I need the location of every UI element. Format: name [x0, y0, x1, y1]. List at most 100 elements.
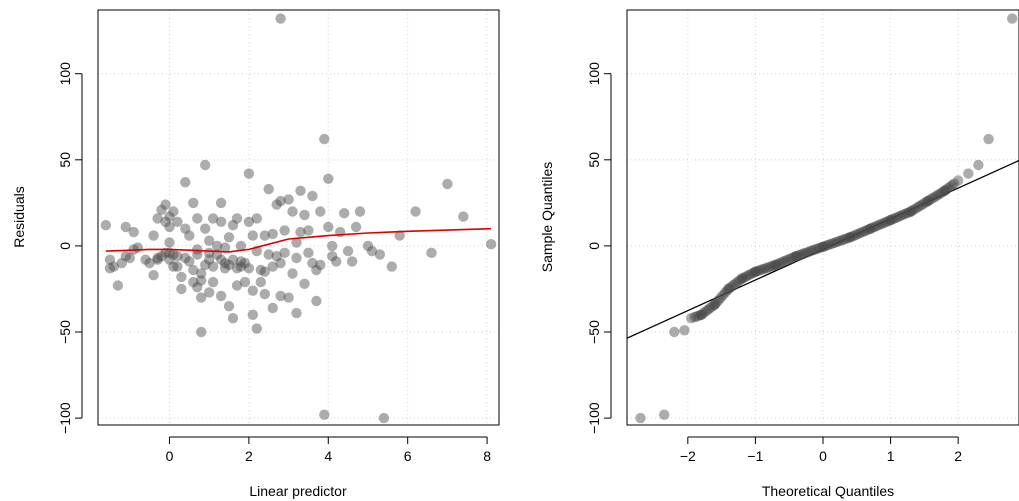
left-y-axis-title: Residuals: [11, 186, 27, 247]
qq-point: [901, 208, 912, 219]
residual-point: [243, 263, 255, 274]
qq-point: [832, 236, 843, 247]
qq-point: [946, 180, 958, 191]
qq-point: [691, 311, 702, 322]
qq-point: [717, 290, 728, 301]
residual-point: [378, 412, 390, 424]
qq-point: [858, 226, 869, 237]
residual-point: [259, 266, 270, 277]
right-y-tick-label: −100: [586, 402, 602, 434]
residual-point: [283, 292, 294, 303]
residual-point: [184, 230, 195, 241]
qq-point: [838, 234, 849, 245]
residual-point: [172, 251, 183, 262]
qq-point: [814, 242, 826, 253]
residual-point: [275, 13, 286, 24]
qq-point: [715, 292, 726, 304]
qq-point: [749, 266, 761, 278]
residual-point: [485, 239, 497, 250]
residual-point: [164, 237, 175, 248]
qq-point: [799, 247, 811, 259]
residual-point: [275, 257, 286, 269]
qq-point: [916, 199, 927, 211]
residual-point: [219, 242, 231, 253]
residual-point: [227, 254, 239, 265]
right-grid: [627, 10, 1019, 425]
residual-point: [307, 190, 318, 202]
qq-point: [773, 258, 785, 269]
residual-point: [271, 199, 282, 210]
qq-point: [732, 276, 743, 287]
qq-point: [756, 264, 767, 275]
qq-point: [925, 194, 936, 205]
qq-point: [808, 244, 819, 256]
qq-point: [931, 190, 942, 201]
residual-point: [239, 257, 251, 269]
residual-point: [319, 409, 330, 420]
qq-point: [709, 299, 721, 310]
right-x-tick-label: 0: [819, 448, 827, 464]
residual-point: [291, 252, 302, 264]
qq-point: [868, 221, 880, 233]
qq-point: [927, 193, 938, 204]
left-y-tick-label: 100: [57, 62, 73, 86]
residual-point: [192, 282, 203, 293]
qq-point: [711, 297, 722, 309]
right-x-tick-label: −1: [747, 448, 763, 464]
qq-point: [747, 267, 759, 279]
residual-point: [231, 263, 243, 274]
residual-point: [235, 256, 247, 267]
qq-point: [866, 222, 878, 234]
qq-point: [864, 223, 875, 235]
residual-point: [164, 221, 175, 233]
residual-point: [251, 213, 262, 224]
left-y-tick-label: −50: [57, 320, 73, 344]
qq-point: [827, 238, 839, 249]
residual-point: [108, 261, 120, 272]
residuals-vs-fitted-panel: 0 2 4 6 8 −100 −50 0 50 100 Linear predictor Resi…: [11, 9, 500, 499]
residual-point: [215, 197, 227, 209]
qq-point: [983, 133, 994, 145]
residual-point: [275, 195, 286, 207]
residual-point: [112, 280, 124, 291]
residual-point: [255, 276, 266, 288]
left-plot-frame: [97, 9, 500, 426]
residual-point: [160, 199, 171, 210]
residual-point: [152, 252, 163, 264]
residual-point: [180, 177, 191, 188]
residual-point: [120, 221, 131, 233]
qq-point: [780, 255, 791, 266]
residual-point: [196, 292, 207, 303]
residual-point: [188, 197, 199, 209]
qq-point: [886, 214, 897, 225]
right-axes: −2 −1 0 1 2 −100 −50 0 50 100: [586, 62, 962, 464]
qq-point: [834, 235, 845, 247]
qq-point: [741, 271, 752, 282]
qq-point: [877, 218, 888, 229]
qq-point: [851, 229, 862, 240]
qq-point: [708, 299, 720, 311]
qq-point: [713, 295, 724, 306]
right-x-tick-label: −2: [680, 448, 696, 464]
qq-point: [795, 249, 806, 260]
residual-point: [156, 251, 167, 262]
qq-point: [860, 225, 871, 236]
residual-point: [192, 244, 203, 255]
left-y-tick-label: −100: [57, 402, 73, 434]
qq-point: [754, 265, 765, 276]
qq-point: [817, 241, 828, 253]
left-y-tick-label: 50: [57, 152, 73, 168]
residual-point: [180, 252, 191, 264]
qq-point: [790, 251, 802, 262]
residual-point: [267, 228, 278, 240]
qq-point: [659, 409, 670, 420]
qq-point: [836, 235, 847, 246]
residual-point: [192, 249, 203, 260]
residual-point: [215, 290, 227, 302]
qq-point: [730, 278, 741, 289]
qq-point: [920, 197, 932, 208]
residual-point: [219, 263, 231, 274]
qq-point: [907, 205, 919, 216]
residual-point: [346, 256, 358, 267]
residual-point: [323, 221, 334, 233]
